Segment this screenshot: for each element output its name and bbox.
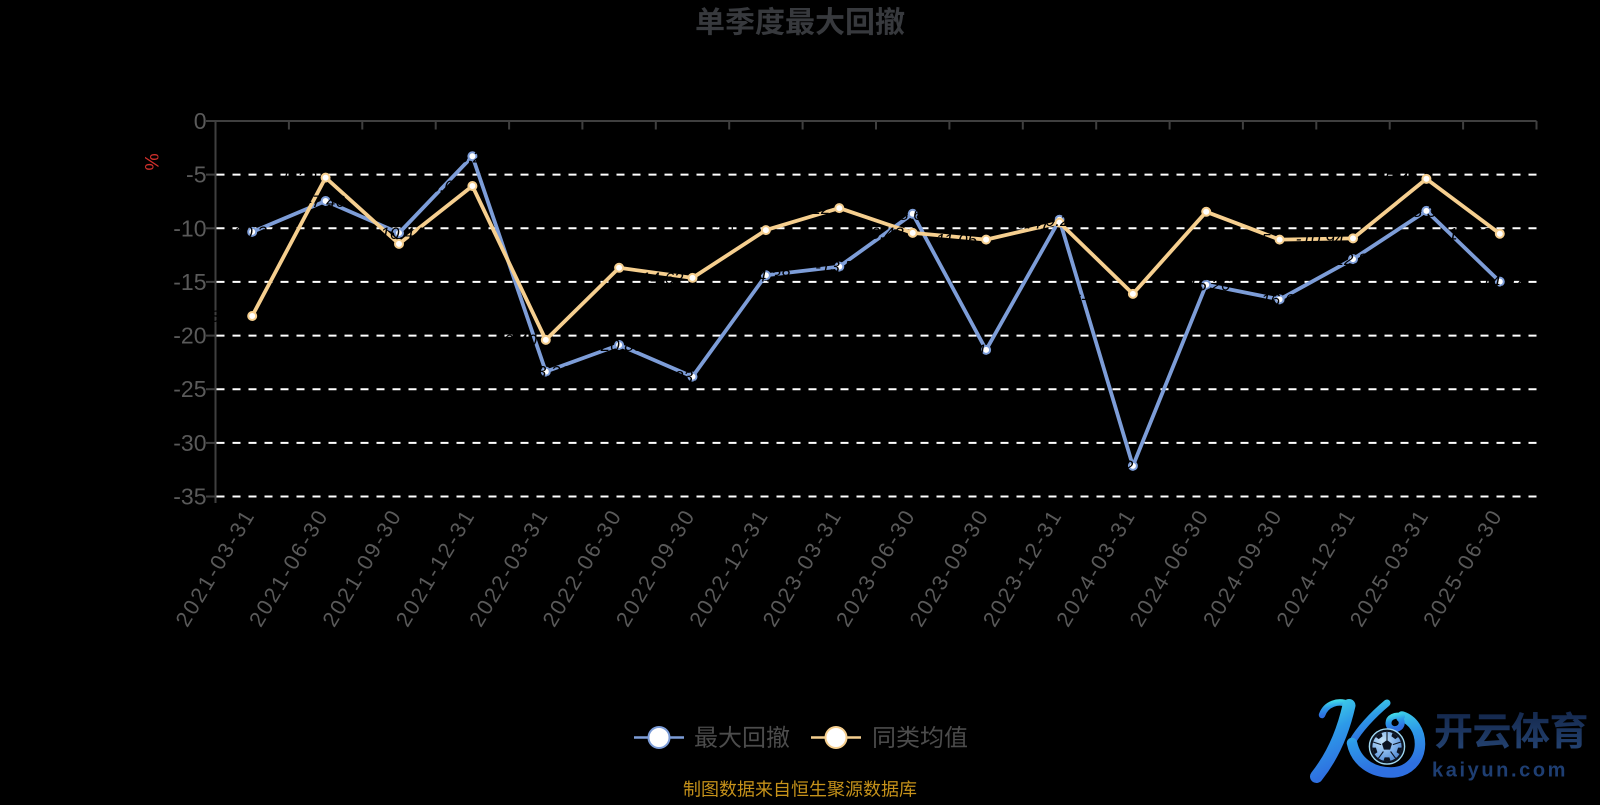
svg-text:-5.40: -5.40 <box>1379 170 1418 189</box>
svg-text:-20: -20 <box>173 323 206 349</box>
svg-text:-20.88: -20.88 <box>595 336 644 355</box>
svg-text:-8.65: -8.65 <box>893 205 932 224</box>
svg-text:-3.29: -3.29 <box>453 147 492 166</box>
svg-text:-23.82: -23.82 <box>668 368 717 387</box>
svg-text:-10: -10 <box>173 215 206 241</box>
svg-text:-21.34: -21.34 <box>962 341 1010 360</box>
svg-text:-11.46: -11.46 <box>343 235 390 254</box>
svg-text:-8.38: -8.38 <box>1407 202 1446 221</box>
svg-text:-10.43: -10.43 <box>855 224 904 243</box>
svg-text:-14.38: -14.38 <box>742 266 791 285</box>
svg-text:-8.12: -8.12 <box>792 199 831 218</box>
svg-text:-5: -5 <box>186 162 206 188</box>
svg-text:-7.46: -7.46 <box>306 192 345 211</box>
svg-text:%: % <box>140 153 162 170</box>
svg-text:-23.36: -23.36 <box>522 363 571 382</box>
svg-text:-15: -15 <box>173 269 206 295</box>
svg-text:-12.87: -12.87 <box>1329 250 1378 269</box>
svg-text:0: 0 <box>194 108 207 134</box>
svg-text:-11.05: -11.05 <box>1224 231 1271 250</box>
svg-text:-25: -25 <box>173 376 206 402</box>
svg-text:-20.40: -20.40 <box>489 331 538 350</box>
svg-text:-30: -30 <box>173 430 206 456</box>
svg-text:-10.17: -10.17 <box>709 221 758 240</box>
svg-text:-15.26: -15.26 <box>1182 276 1231 295</box>
svg-text:kaiyun.com: kaiyun.com <box>1432 760 1568 782</box>
svg-text:-9.47: -9.47 <box>1012 214 1051 233</box>
svg-text:-10.34: -10.34 <box>228 223 276 242</box>
svg-text:-10.44: -10.44 <box>375 224 423 243</box>
svg-text:-14.97: -14.97 <box>1476 273 1525 292</box>
svg-text:-16.63: -16.63 <box>1255 290 1304 309</box>
svg-text:-6.06: -6.06 <box>425 177 464 196</box>
svg-text:-11.05: -11.05 <box>930 231 977 250</box>
svg-text:-10.50: -10.50 <box>1443 225 1492 244</box>
svg-text:-13.57: -13.57 <box>815 258 864 277</box>
svg-text:-35: -35 <box>173 484 206 510</box>
svg-text:-5.28: -5.28 <box>278 169 317 188</box>
svg-text:-13.68: -13.68 <box>562 259 611 278</box>
svg-text:-32.15: -32.15 <box>1109 457 1158 476</box>
svg-text:-16.12: -16.12 <box>1076 285 1125 304</box>
svg-text:-8.46: -8.46 <box>1158 203 1197 222</box>
svg-text:-14.62: -14.62 <box>635 269 684 288</box>
svg-text:-18.18: -18.18 <box>195 307 244 326</box>
svg-text:-10.94: -10.94 <box>1296 229 1344 248</box>
svg-text:-9.21: -9.21 <box>1040 211 1079 230</box>
